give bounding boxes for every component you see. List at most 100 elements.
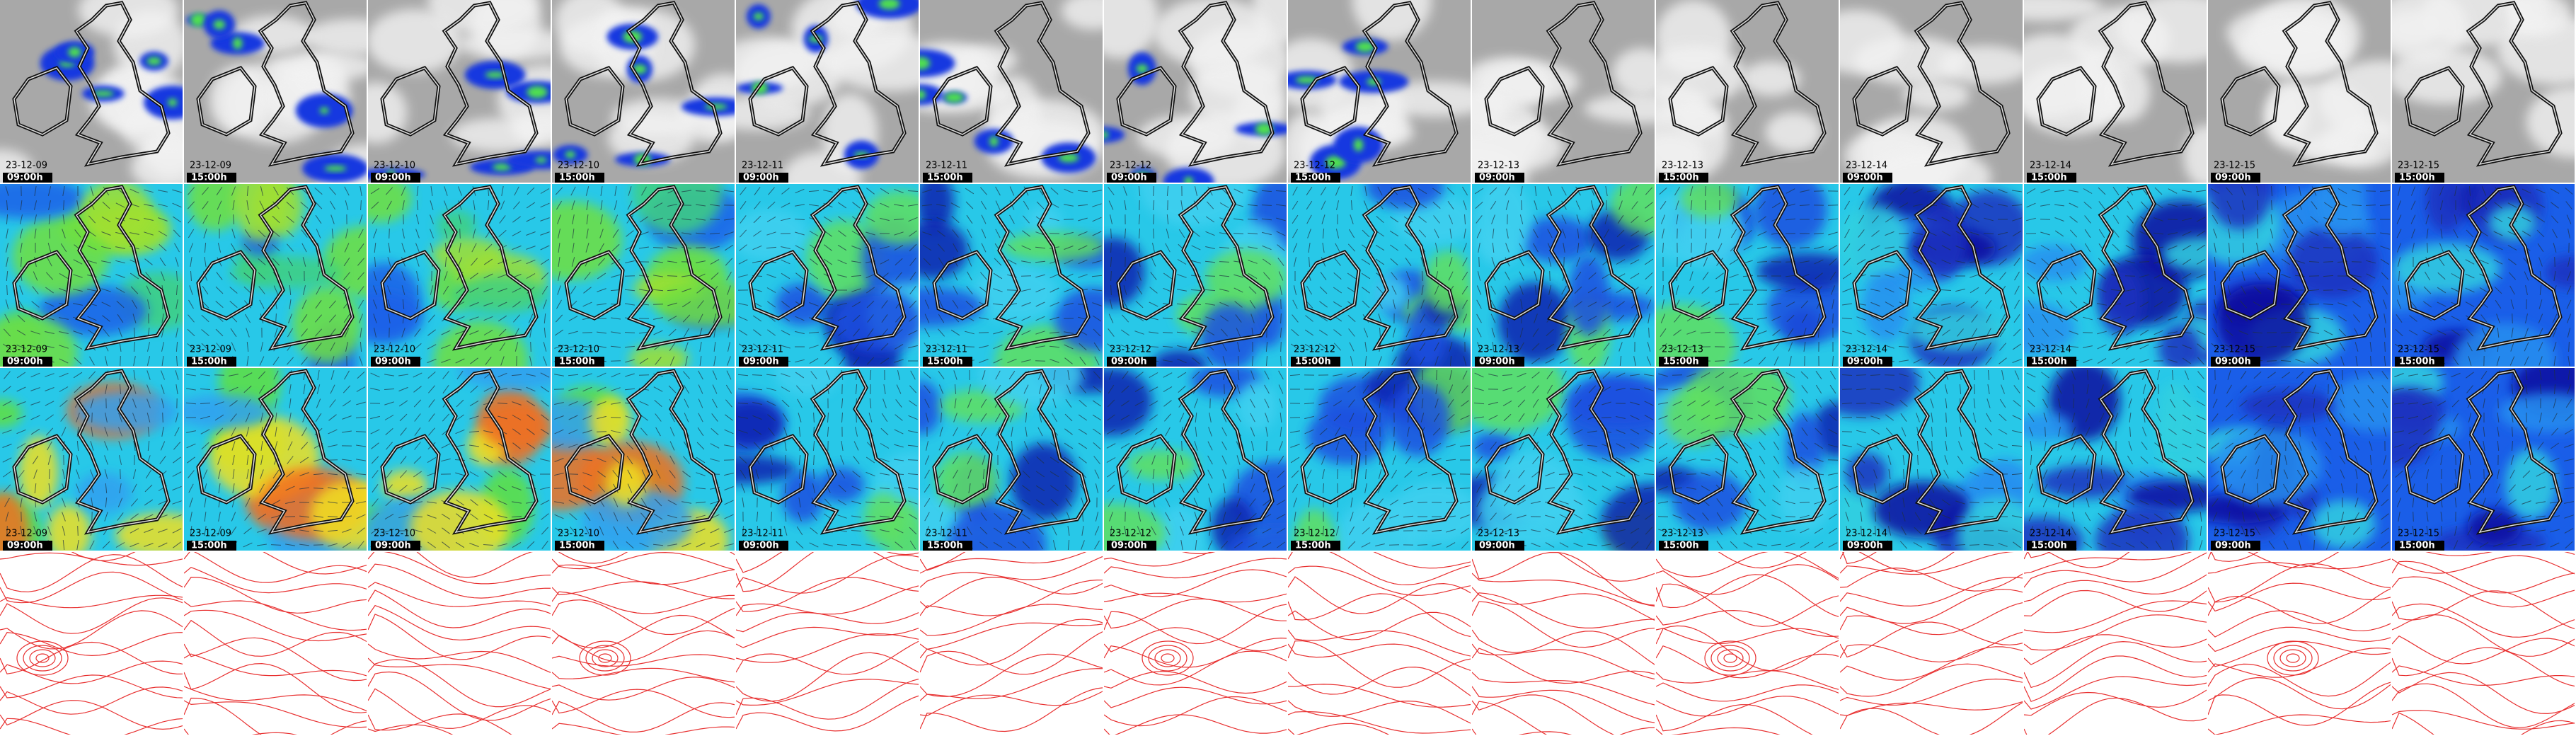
precipitation bbox=[144, 86, 183, 120]
isobar bbox=[0, 632, 183, 657]
isobar bbox=[736, 695, 919, 732]
isobar bbox=[1104, 604, 1287, 645]
wind-field bbox=[581, 488, 694, 551]
wind-arrows bbox=[737, 369, 919, 551]
isobar bbox=[1288, 552, 1471, 586]
wind-arrows bbox=[187, 185, 364, 367]
isobar bbox=[1717, 649, 1744, 667]
isobar bbox=[1840, 602, 2023, 636]
isobar bbox=[1656, 682, 1839, 702]
time-label-box bbox=[1107, 541, 1156, 551]
cloud bbox=[1742, 61, 1801, 96]
isobar bbox=[1472, 694, 1615, 735]
map-tile: 23-12-09 09:00h bbox=[0, 0, 183, 183]
isobar bbox=[1472, 672, 1655, 706]
wind-field bbox=[978, 368, 1083, 406]
isobar bbox=[2279, 649, 2306, 667]
wind-arrows bbox=[2211, 369, 2389, 551]
precipitation bbox=[190, 13, 207, 27]
map-tile: 23-12-11 09:00h bbox=[736, 0, 919, 183]
tile-background bbox=[1656, 552, 1839, 735]
isobar bbox=[552, 591, 735, 614]
map-tile: 23-12-13 15:00h bbox=[1656, 368, 1839, 551]
isobar bbox=[2392, 555, 2575, 575]
coastline bbox=[1669, 67, 1727, 135]
wind-field bbox=[1679, 209, 1742, 268]
wind-arrows bbox=[1289, 369, 1471, 551]
isobar bbox=[1840, 552, 1955, 573]
coastline bbox=[1301, 67, 1359, 135]
coastline bbox=[565, 435, 623, 503]
date-label: 23-12-11 bbox=[742, 529, 783, 539]
wind-arrows bbox=[2, 369, 182, 551]
time-label: 15:00h bbox=[1295, 173, 1331, 183]
map-tile bbox=[2392, 552, 2575, 735]
wind-field bbox=[2208, 184, 2272, 230]
wind-field bbox=[2024, 413, 2074, 442]
time-label-box bbox=[923, 357, 972, 367]
isobar bbox=[1288, 666, 1471, 696]
date-label: 23-12-12 bbox=[1294, 529, 1335, 539]
precipitation bbox=[920, 84, 943, 105]
coastline bbox=[565, 67, 623, 135]
isobar bbox=[1656, 727, 1781, 735]
coastline bbox=[2405, 435, 2463, 503]
isobar bbox=[16, 640, 69, 676]
date-label: 23-12-09 bbox=[190, 161, 231, 171]
precipitation bbox=[319, 107, 329, 115]
isobar bbox=[23, 645, 62, 672]
isobar bbox=[1104, 650, 1287, 686]
time-label: 09:00h bbox=[1479, 541, 1515, 551]
coastline bbox=[13, 67, 71, 135]
isobar bbox=[2267, 640, 2319, 676]
isobar bbox=[920, 556, 1103, 588]
coastline bbox=[1301, 251, 1359, 319]
coastline bbox=[1853, 67, 1911, 135]
isobar bbox=[2024, 552, 2207, 588]
coastline bbox=[1731, 370, 1825, 534]
cloud bbox=[304, 18, 367, 55]
coastline bbox=[2099, 2, 2193, 166]
wind-field bbox=[18, 435, 59, 508]
isobar bbox=[920, 631, 1103, 675]
time-label-box bbox=[371, 357, 420, 367]
time-label: 15:00h bbox=[927, 357, 963, 367]
isobar bbox=[416, 552, 534, 578]
wind-field bbox=[1840, 368, 1919, 417]
isobar bbox=[920, 579, 1103, 616]
time-label: 09:00h bbox=[743, 357, 779, 367]
wind-field bbox=[1840, 205, 1909, 281]
coastline bbox=[2221, 435, 2279, 503]
time-label-box bbox=[1475, 357, 1524, 367]
isobar bbox=[920, 687, 1103, 732]
wind-arrows bbox=[921, 186, 1103, 366]
precipitation bbox=[1184, 176, 1193, 183]
time-label: 15:00h bbox=[1663, 541, 1699, 551]
wind-field bbox=[76, 472, 132, 514]
wind-arrows bbox=[1473, 370, 1655, 550]
time-label-box bbox=[555, 357, 604, 367]
time-label: 15:00h bbox=[191, 357, 227, 367]
isobar bbox=[184, 662, 367, 713]
coastline bbox=[1731, 2, 1825, 166]
wind-field bbox=[1389, 483, 1471, 545]
isobar bbox=[552, 614, 735, 649]
isobar bbox=[0, 552, 183, 566]
map-tile: 23-12-09 15:00h bbox=[184, 0, 367, 183]
isobar bbox=[1704, 640, 1756, 676]
cloud bbox=[736, 37, 817, 90]
wind-field bbox=[1200, 303, 1260, 367]
wind-field bbox=[1685, 368, 1791, 435]
map-tile: 23-12-12 15:00h bbox=[1288, 184, 1471, 367]
coastline bbox=[75, 2, 169, 166]
isobar bbox=[920, 604, 1103, 636]
coastline bbox=[259, 2, 353, 166]
isobar bbox=[552, 677, 735, 701]
date-label: 23-12-09 bbox=[6, 529, 47, 539]
time-label-box bbox=[2395, 357, 2444, 367]
coastline bbox=[1547, 2, 1641, 166]
wind-field bbox=[2024, 301, 2076, 355]
isobar bbox=[2211, 552, 2259, 562]
precipitation bbox=[1353, 138, 1364, 151]
isobar bbox=[368, 582, 551, 607]
